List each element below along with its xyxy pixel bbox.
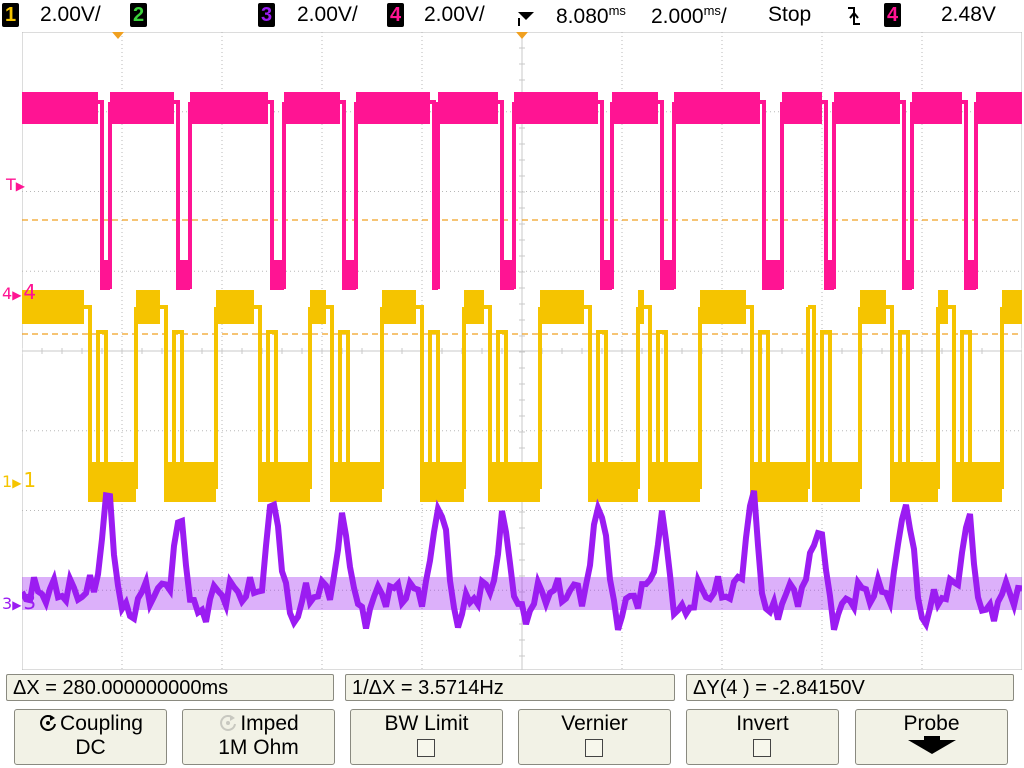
trigger-level-marker[interactable]: T▶ xyxy=(6,175,26,194)
delta-y-readout: ΔY(4 ) = -2.84150V xyxy=(686,674,1014,701)
channel-4-ground-marker[interactable]: 4▶ 4 xyxy=(2,280,37,304)
delta-x-readout: ΔX = 280.000000000ms xyxy=(6,674,334,701)
channel-3-scale: 2.00V/ xyxy=(297,3,358,26)
delay-icon xyxy=(514,4,538,34)
trigger-source-badge[interactable]: 4 xyxy=(884,3,902,27)
waveform-display[interactable] xyxy=(22,32,1022,670)
coupling-softkey[interactable]: Coupling DC xyxy=(14,709,167,765)
trigger-level[interactable]: 2.48V xyxy=(941,3,996,26)
probe-softkey[interactable]: Probe xyxy=(855,709,1008,765)
channel-4-badge[interactable]: 4 xyxy=(387,3,405,27)
invert-softkey[interactable]: Invert xyxy=(686,709,839,765)
down-arrow-icon-stem xyxy=(923,736,940,741)
impedance-softkey[interactable]: Imped 1M Ohm xyxy=(182,709,335,765)
channel-1-scale: 2.00V/ xyxy=(40,3,101,26)
channel-2-badge[interactable]: 2 xyxy=(130,3,148,27)
rotate-knob-dimmed-icon xyxy=(220,715,237,731)
coupling-label: Coupling xyxy=(60,712,143,735)
bw-limit-label: BW Limit xyxy=(384,712,469,735)
graticule xyxy=(22,32,1022,670)
channel-1-ground-marker[interactable]: 1▶ 1 xyxy=(2,468,37,492)
impedance-value: 1M Ohm xyxy=(218,736,299,759)
bw-limit-checkbox[interactable] xyxy=(417,739,435,757)
channel-3-ground-marker[interactable]: 3▶ 3 xyxy=(2,590,37,614)
vernier-softkey[interactable]: Vernier xyxy=(518,709,671,765)
probe-label: Probe xyxy=(903,712,960,735)
time-delay[interactable]: 8.080ms xyxy=(556,3,626,28)
invert-checkbox[interactable] xyxy=(753,739,771,757)
channel-4-scale: 2.00V/ xyxy=(424,3,485,26)
run-state[interactable]: Stop xyxy=(768,3,812,26)
bw-limit-softkey[interactable]: BW Limit xyxy=(350,709,503,765)
invert-label: Invert xyxy=(736,712,789,735)
status-bar: 1 2.00V/ 2 3 2.00V/ 4 2.00V/ 8.080ms 2.0… xyxy=(0,0,1024,32)
inverse-delta-x-readout: 1/ΔX = 3.5714Hz xyxy=(345,674,675,701)
channel-3-badge[interactable]: 3 xyxy=(258,3,276,27)
rotate-knob-icon xyxy=(40,715,57,731)
falling-edge-icon xyxy=(846,5,862,33)
time-scale[interactable]: 2.000ms/ xyxy=(651,3,727,28)
impedance-label: Imped xyxy=(240,712,299,735)
coupling-value: DC xyxy=(75,736,106,759)
waveform-traces xyxy=(22,92,1022,632)
channel-1-badge[interactable]: 1 xyxy=(2,3,20,27)
down-arrow-icon xyxy=(907,740,956,754)
vernier-checkbox[interactable] xyxy=(585,739,603,757)
vernier-label: Vernier xyxy=(561,712,628,735)
